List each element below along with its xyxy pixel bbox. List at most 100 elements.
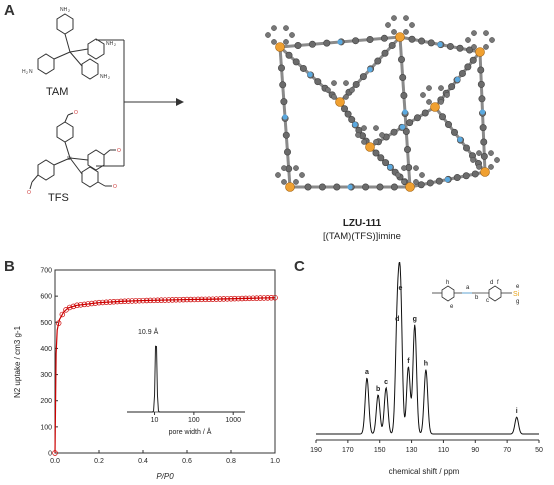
carbon-atom — [377, 154, 385, 162]
structure-label-e: e — [516, 284, 520, 290]
carbon-atom — [480, 138, 488, 146]
peak-label-h: h — [424, 361, 428, 368]
carbon-atom — [448, 83, 456, 91]
phenyl-atom — [419, 172, 425, 178]
structure-label-f: f — [497, 280, 499, 286]
peak-label-f: f — [407, 358, 410, 365]
phenyl-atom — [489, 37, 495, 43]
b-y-tick-label: 300 — [40, 372, 52, 379]
phenyl-atom — [470, 157, 476, 163]
b-y-tick-label: 200 — [40, 398, 52, 405]
carbon-atom — [427, 39, 435, 47]
carbon-atom — [446, 42, 454, 50]
carbon-atom — [453, 174, 461, 182]
b-y-tick-label: 600 — [40, 294, 52, 301]
carbon-atom — [278, 64, 286, 72]
carbon-atom — [480, 152, 488, 160]
c-x-tick-label: 50 — [535, 447, 543, 454]
phenyl-atom — [403, 29, 409, 35]
phenyl-atom — [409, 22, 415, 28]
carbon-atom — [348, 116, 356, 124]
svg-text:2: 2 — [108, 76, 110, 80]
carbon-atom — [462, 172, 470, 180]
b-y-tick-label: 0 — [48, 451, 52, 458]
phenyl-atom — [413, 179, 419, 185]
tam-label: TAM — [46, 86, 69, 98]
inset-x-tick-label: 100 — [188, 417, 200, 424]
structure-label-d: d — [490, 280, 493, 286]
isotherm-chart: 0 100 200 300 400 500 600 700 0.0 0.2 0.4 0.6 0.8 1.… — [13, 268, 280, 482]
b-y-axis-label: N2 uptake / cm3 g-1 — [13, 325, 22, 398]
silicon-node — [285, 182, 295, 192]
phenyl-atom — [271, 25, 277, 31]
panel-label-a: A — [4, 2, 15, 19]
c-x-tick-label: 170 — [342, 447, 354, 454]
phenyl-atom — [413, 165, 419, 171]
carbon-atom — [444, 121, 452, 129]
carbon-atom — [382, 159, 390, 167]
carbon-atom — [292, 58, 300, 66]
c-x-tick-label: 130 — [406, 447, 418, 454]
carbon-atom — [471, 170, 479, 178]
peak-label-g: g — [413, 316, 417, 323]
c-x-axis-label: chemical shift / ppm — [389, 467, 460, 476]
isotherm-point — [70, 303, 77, 310]
framework-bonds — [278, 34, 488, 191]
nitrogen-atom — [352, 121, 358, 128]
peak-label-a: a — [365, 369, 369, 376]
phenyl-atom — [373, 139, 379, 145]
carbon-atom — [477, 80, 485, 88]
nitrogen-atom — [387, 164, 393, 170]
silicon-node — [405, 182, 415, 192]
carbon-atom — [285, 51, 293, 59]
carbon-atom — [390, 183, 398, 191]
phenyl-atom — [403, 15, 409, 21]
nitrogen-atom — [454, 76, 461, 83]
carbon-atom — [479, 124, 487, 132]
peak-label-c: c — [384, 379, 388, 386]
b-y-tick-label: 100 — [40, 424, 52, 431]
svg-text:NH: NH — [60, 7, 68, 13]
carbon-atom — [333, 183, 341, 191]
carbon-atom — [390, 128, 398, 136]
carbon-atom — [450, 128, 458, 136]
structure-label-e: e — [450, 304, 454, 310]
phenyl-atom — [361, 139, 367, 145]
carbon-atom — [402, 128, 410, 136]
silicon-node — [275, 42, 285, 52]
phenyl-atom — [401, 165, 407, 171]
carbon-atom — [478, 95, 486, 103]
b-x-tick-label: 0.8 — [226, 458, 236, 465]
carbon-atom — [376, 183, 384, 191]
inset-x-tick-label: 1000 — [225, 417, 241, 424]
carbon-atom — [282, 131, 290, 139]
b-y-tick-label: 400 — [40, 346, 52, 353]
phenyl-atom — [401, 179, 407, 185]
nitrogen-atom — [282, 114, 288, 120]
structure-label-c: c — [486, 298, 489, 304]
silicon-node — [395, 32, 405, 42]
svg-text:NH: NH — [106, 41, 114, 47]
reaction-arrow — [96, 39, 184, 167]
nmr-spectrum-line — [316, 262, 539, 435]
pore-inset: 10.9 Å 10 100 1000 pore width / Å — [127, 327, 245, 436]
phenyl-atom — [325, 87, 331, 93]
phenyl-atom — [281, 165, 287, 171]
structure-label-g: g — [516, 299, 519, 305]
phenyl-atom — [494, 157, 500, 163]
b-x-tick-label: 0.0 — [50, 458, 60, 465]
nitrogen-atom — [457, 136, 463, 143]
svg-text:O: O — [27, 190, 31, 195]
tfs-label: TFS — [48, 192, 69, 204]
structure-label-a: a — [466, 285, 470, 291]
phenyl-atom — [283, 39, 289, 45]
carbon-atom — [421, 109, 429, 117]
cof-formula: [(TAM)(TFS)]imine — [323, 231, 401, 242]
phenyl-atom — [343, 94, 349, 100]
carbon-atom — [304, 183, 312, 191]
phenyl-atom — [426, 85, 432, 91]
phenyl-atom — [385, 22, 391, 28]
phenyl-atom — [420, 92, 426, 98]
